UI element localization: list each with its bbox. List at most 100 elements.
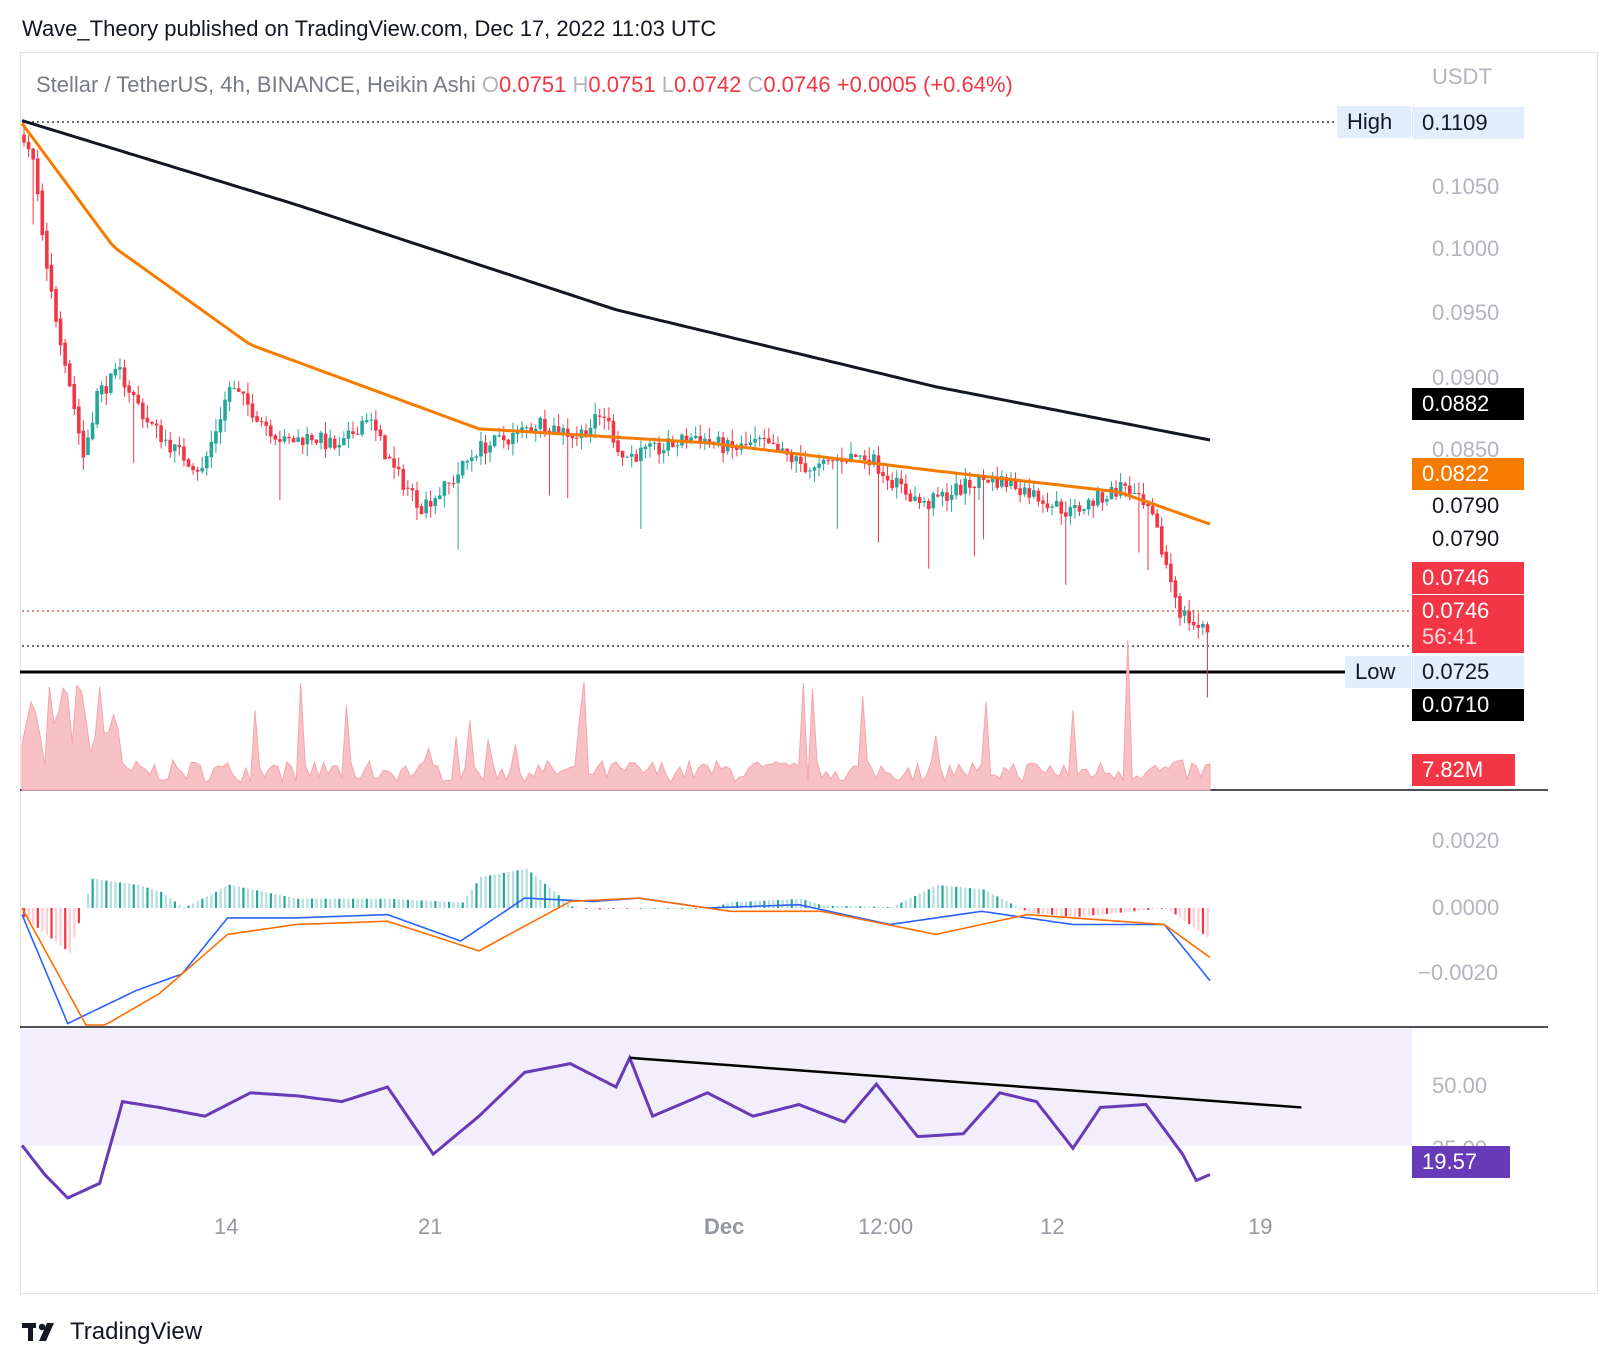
macd-histogram-bar — [1183, 908, 1186, 921]
candle-body — [602, 416, 607, 418]
candle-body — [620, 450, 625, 458]
candle-body — [565, 428, 570, 437]
macd-histogram-bar — [160, 891, 163, 908]
candle — [1063, 501, 1068, 585]
macd-histogram-bar — [443, 901, 446, 908]
macd-signal-line — [21, 897, 1211, 1026]
macd-histogram-bar — [945, 885, 949, 908]
candle-body — [300, 437, 305, 446]
candle-body — [469, 457, 474, 462]
macd-histogram-bar — [1041, 908, 1045, 915]
candle-body — [1077, 505, 1082, 512]
macd-histogram-bar — [288, 896, 291, 908]
candle — [1018, 481, 1022, 503]
candle-body — [625, 456, 629, 458]
macd-histogram-bar — [927, 889, 930, 908]
macd-histogram-bar — [224, 887, 227, 908]
candle — [67, 359, 72, 388]
macd-histogram-bar — [351, 898, 355, 908]
macd-histogram-bar — [393, 898, 396, 908]
candle — [346, 422, 351, 449]
candle — [853, 453, 858, 458]
macd-histogram-bar — [872, 906, 876, 908]
candle-body — [310, 435, 314, 441]
candle-body — [643, 446, 648, 449]
candle-body — [552, 425, 556, 434]
candle-body — [1032, 490, 1036, 497]
candle — [565, 418, 570, 499]
candle-body — [63, 342, 67, 366]
candle — [456, 462, 460, 550]
candle — [981, 469, 986, 540]
candle-body — [497, 435, 501, 437]
macd-histogram-bar — [1060, 908, 1063, 916]
candle — [684, 428, 689, 449]
candle-body — [118, 367, 122, 370]
candle-body — [35, 158, 40, 195]
candle — [387, 454, 392, 459]
candle — [949, 485, 954, 512]
macd-histogram-bar — [1064, 908, 1067, 917]
macd-histogram-bar — [813, 902, 816, 908]
macd-histogram-bar — [1078, 908, 1081, 917]
candle — [26, 135, 31, 158]
macd-histogram-bar — [795, 898, 798, 908]
macd-histogram-bar — [1083, 908, 1086, 917]
candle-body — [1196, 624, 1201, 628]
candle-body — [529, 427, 533, 432]
candle-body — [904, 483, 908, 495]
candle-body — [81, 430, 86, 458]
macd-histogram-bar — [64, 908, 67, 950]
candle — [99, 381, 104, 403]
candle-body — [1150, 505, 1155, 515]
candle-body — [378, 429, 383, 437]
candle — [1004, 473, 1009, 492]
macd-histogram-bar — [1147, 908, 1150, 910]
open-label: O — [481, 72, 500, 97]
candle — [1032, 481, 1036, 499]
macd-histogram-bar — [804, 900, 807, 908]
candle-body — [693, 435, 698, 438]
candle — [821, 458, 826, 471]
macd-histogram-bar — [452, 901, 455, 908]
candle-body — [1022, 487, 1027, 495]
macd-histogram-bar — [324, 898, 327, 908]
candle-body — [1063, 512, 1068, 517]
macd-histogram-bar — [735, 901, 738, 908]
candle-body — [1068, 507, 1073, 517]
candle — [1141, 482, 1146, 509]
candle — [629, 445, 634, 468]
macd-histogram-bar — [274, 894, 277, 908]
candle-body — [26, 141, 31, 150]
macd-histogram-bar — [626, 908, 629, 909]
macd-histogram-bar — [1101, 908, 1104, 915]
candle-body — [639, 447, 643, 461]
macd-histogram-bar — [397, 899, 400, 908]
macd-histogram-bar — [1023, 908, 1026, 911]
candle-body — [575, 437, 579, 439]
macd-histogram-bar — [41, 908, 44, 932]
candle-body — [474, 456, 479, 458]
high-label: H — [572, 72, 589, 97]
candle-body — [703, 438, 707, 443]
candle-body — [945, 492, 949, 501]
candle-body — [488, 445, 492, 453]
candle-body — [392, 458, 396, 468]
candle — [63, 338, 67, 374]
candle-body — [798, 456, 803, 464]
macd-histogram-bar — [370, 898, 373, 908]
candle-body — [812, 467, 817, 471]
macd-histogram-bar — [297, 898, 300, 908]
macd-histogram-bar — [790, 899, 793, 908]
macd-histogram-bar — [420, 900, 423, 908]
candle-body — [424, 499, 428, 514]
candle — [360, 415, 364, 437]
candle — [771, 434, 776, 445]
macd-histogram-bar — [685, 908, 688, 909]
candle-body — [22, 134, 26, 143]
candle — [1146, 499, 1150, 571]
candle-body — [104, 386, 109, 394]
macd-histogram-bar — [123, 883, 126, 908]
candle-body — [853, 454, 858, 457]
